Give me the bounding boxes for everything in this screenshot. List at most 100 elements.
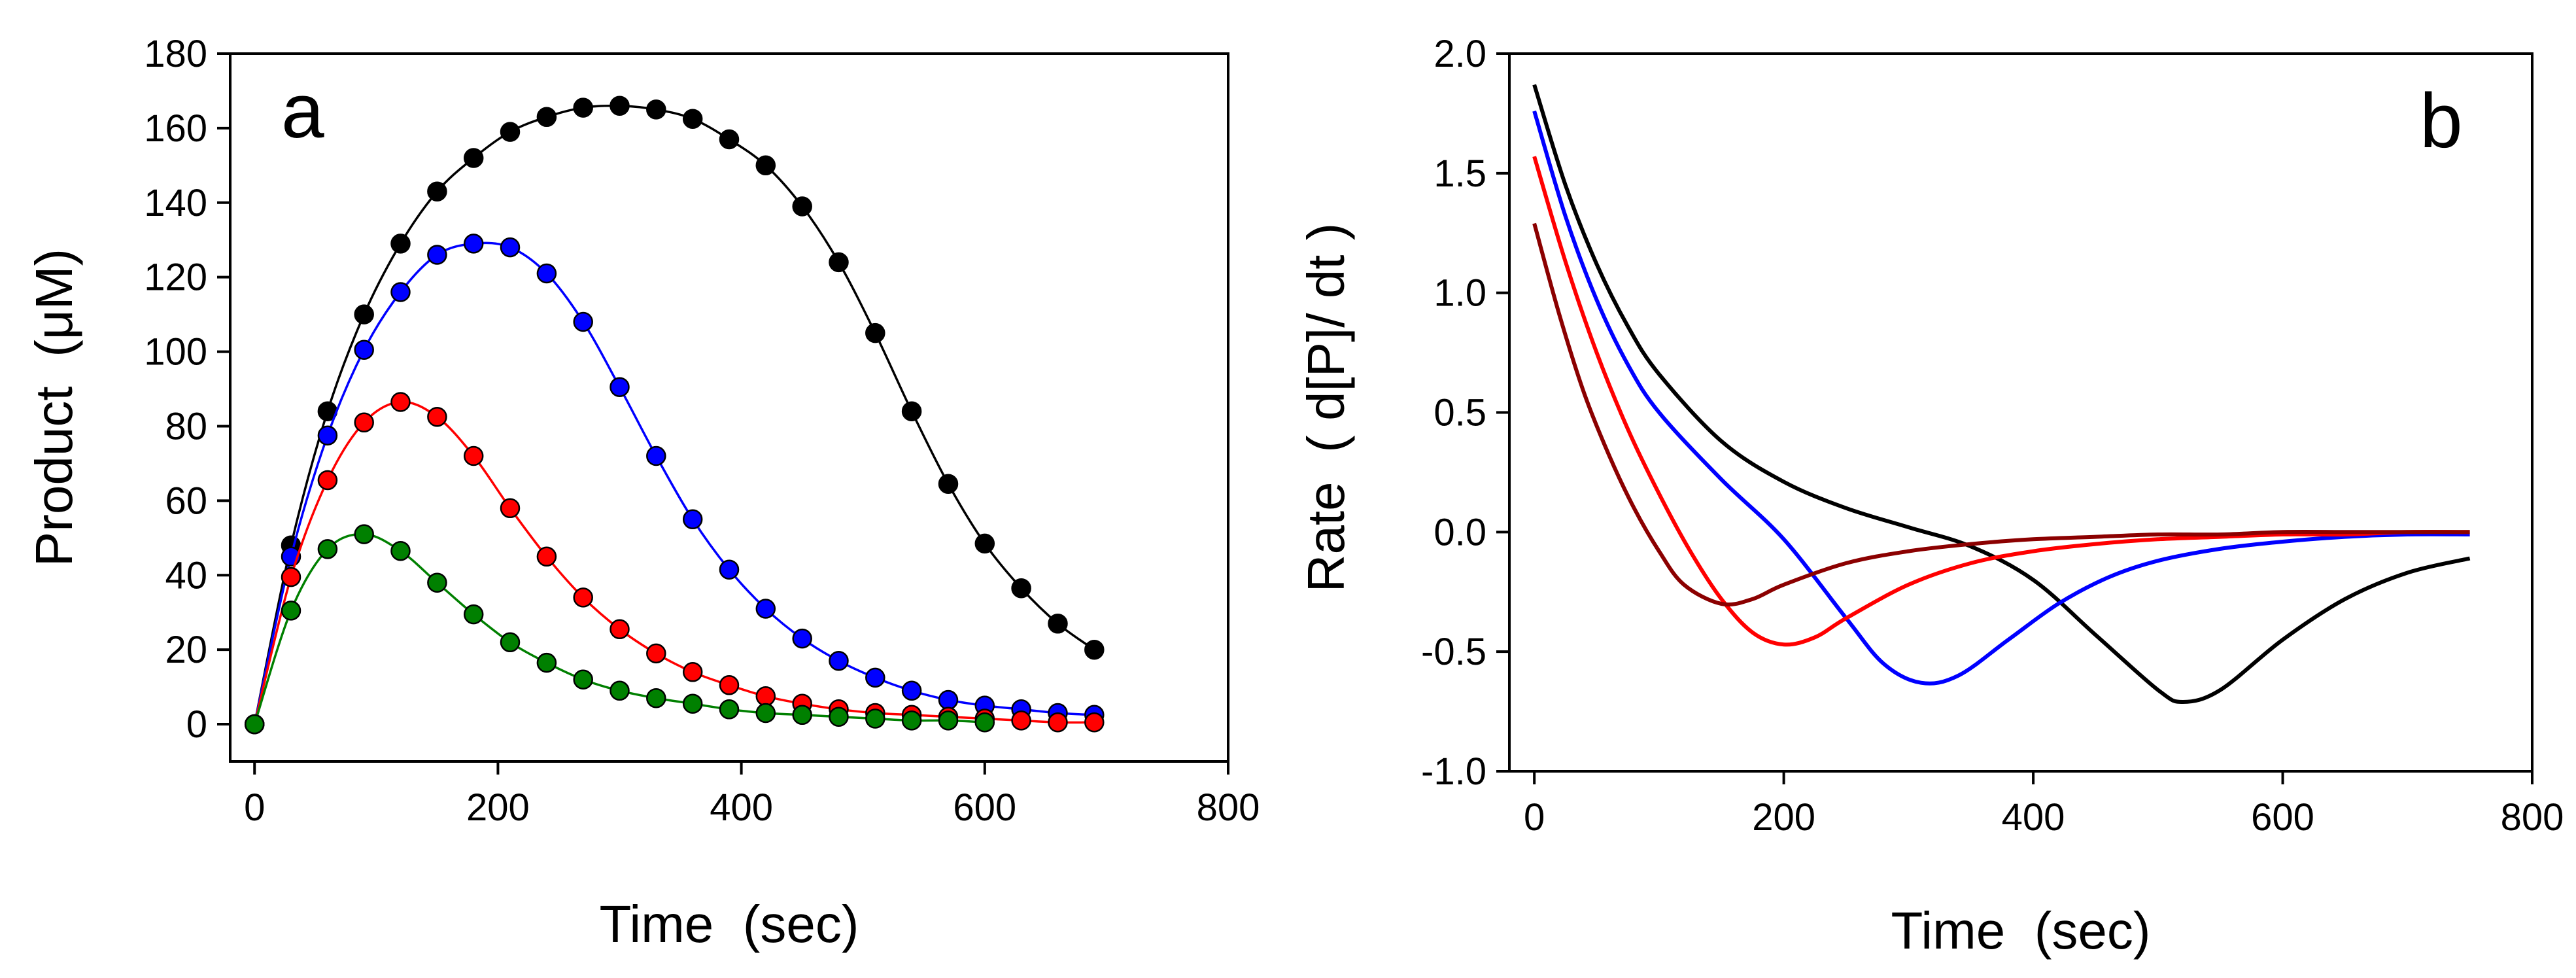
panel-b-x-tick-label: 800 [2501, 796, 2564, 839]
panel-a-point-green-13 [719, 699, 740, 720]
panel-a-point-green-4 [390, 540, 411, 561]
panel-a-point-black-6 [463, 148, 484, 168]
panel-a-point-red-13 [719, 675, 740, 695]
panel-b-y-tick-label: 0.0 [1434, 511, 1486, 553]
panel-a-point-red-7 [500, 498, 521, 519]
panel-b-letter: b [2420, 78, 2463, 164]
panel-a-point-red-22 [1048, 712, 1068, 733]
panel-a-y-tick-label: 180 [144, 33, 207, 75]
panel-a-point-green-14 [755, 703, 776, 724]
panel-a-x-tick-label: 0 [244, 786, 265, 829]
panel-a-point-black-5 [427, 181, 447, 201]
panel-b-x-tick-label: 200 [1752, 796, 1815, 839]
panel-a-point-green-5 [427, 572, 447, 593]
panel-b-y-tick-label: 0.5 [1434, 392, 1486, 434]
panel-a-point-blue-11 [646, 445, 666, 466]
panel-a-point-green-20 [974, 712, 995, 733]
panel-a-point-red-12 [682, 662, 703, 682]
panel-b-y-tick-label: -0.5 [1421, 631, 1486, 673]
panel-a-y-tick-label: 160 [144, 107, 207, 150]
panel-a-point-green-15 [792, 705, 812, 725]
panel-a-point-black-20 [974, 533, 995, 554]
panel-a-point-red-6 [463, 445, 484, 466]
panel-a-point-green-17 [865, 708, 885, 729]
panel-a-point-blue-18 [901, 680, 922, 701]
panel-a-point-black-3 [354, 304, 374, 324]
panel-a-point-red-8 [536, 546, 557, 567]
panel-a-series-line-red [253, 400, 1095, 725]
panel-a-point-red-10 [610, 619, 630, 640]
panel-a-y-tick-label: 120 [144, 256, 207, 299]
panel-a-point-green-12 [682, 693, 703, 714]
panel-a-point-blue-10 [610, 377, 630, 397]
panel-a-point-blue-12 [682, 509, 703, 530]
panel-a-x-tick-label: 400 [710, 786, 773, 829]
panel-a-point-black-7 [500, 122, 521, 142]
panel-a-point-black-16 [829, 252, 849, 273]
panel-a-x-ticks: 0 200 400 600 800 [244, 761, 1260, 829]
panel-a-point-green-9 [573, 669, 593, 690]
panel-a-point-black-15 [792, 196, 812, 217]
panel-a-point-black-18 [901, 401, 922, 421]
panel-a-point-red-4 [390, 392, 411, 412]
panel-a-point-red-14 [755, 686, 776, 707]
panel-a-point-blue-15 [792, 628, 812, 649]
panel-b-y-tick-label: 2.0 [1434, 33, 1486, 75]
panel-a-point-red-21 [1011, 710, 1031, 731]
panel-a-y-axis-label: Product (μM) [25, 249, 83, 567]
panel-a-point-black-8 [536, 107, 557, 128]
panel-a-x-tick-label: 600 [953, 786, 1016, 829]
panel-b-x-ticks: 0 200 400 600 800 [1524, 771, 2564, 839]
panel-a-x-tick-label: 200 [466, 786, 530, 829]
panel-a-point-blue-19 [938, 690, 959, 710]
panel-b-y-tick-label: 1.5 [1434, 152, 1486, 195]
panel-a-point-black-17 [865, 323, 885, 343]
panel-a-point-red-23 [1084, 712, 1105, 733]
panel-a-frame [229, 52, 1229, 763]
panel-b-y-axis-label: Rate ( d[P]/ dt ) [1297, 223, 1355, 593]
panel-b-series-line-black [1532, 84, 2471, 704]
panel-b-x-tick-label: 0 [1524, 796, 1545, 839]
panel-a-point-red-3 [354, 412, 374, 433]
panel-a-point-red-9 [573, 587, 593, 608]
panel-a-point-black-19 [938, 474, 959, 494]
panel-a-point-blue-16 [829, 650, 849, 671]
panel-a-point-green-8 [536, 652, 557, 673]
panel-a-point-black-13 [719, 129, 740, 150]
panel-a-y-ticks: 0 20 40 60 80 100 120 140 160 180 [144, 33, 230, 746]
panel-a-point-green-2 [317, 539, 338, 559]
panel-a-point-black-22 [1048, 614, 1068, 634]
panel-a-point-red-11 [646, 643, 666, 664]
panel-a-y-tick-label: 0 [186, 703, 207, 746]
panel-b-y-tick-label: 1.0 [1434, 272, 1486, 315]
panel-b-x-tick-label: 600 [2251, 796, 2314, 839]
panel-b-y-tick-label: -1.0 [1421, 750, 1486, 793]
panel-a-point-red-1 [281, 567, 301, 587]
panel-a-point-black-10 [610, 96, 630, 116]
panel-a-point-green-3 [354, 524, 374, 544]
panel-a-point-green-18 [901, 710, 922, 731]
panel-a-point-black-4 [390, 234, 411, 254]
panel-a-point-green-1 [281, 601, 301, 621]
panel-b-y-ticks: -1.0 -0.5 0.0 0.5 1.0 1.5 2.0 [1421, 33, 1509, 793]
panel-a-point-black-9 [573, 97, 593, 118]
panel-a-point-blue-6 [463, 234, 484, 254]
panel-a-point-black-12 [682, 109, 703, 129]
panel-a-point-blue-3 [354, 340, 374, 360]
panel-b-series-line-darkred [1532, 222, 2470, 607]
panel-a-point-black-23 [1084, 639, 1105, 660]
panel-a: 0 200 400 600 800 0 20 40 60 80 100 120 140 160 180 a… [25, 33, 1260, 953]
panel-a-point-black-21 [1011, 578, 1031, 599]
panel-a-point-black-14 [755, 155, 776, 176]
panel-b-frame [1508, 52, 2533, 773]
panel-a-point-blue-4 [390, 282, 411, 302]
panel-a-y-tick-label: 40 [165, 554, 207, 597]
panel-a-series-line-black [253, 104, 1095, 725]
panel-a-marks [244, 96, 1105, 735]
panel-a-y-tick-label: 100 [144, 331, 207, 374]
panel-a-y-tick-label: 60 [165, 480, 207, 522]
panel-a-x-axis-label: Time (sec) [599, 895, 859, 953]
panel-a-letter: a [281, 68, 324, 154]
panel-a-point-blue-13 [719, 559, 740, 580]
